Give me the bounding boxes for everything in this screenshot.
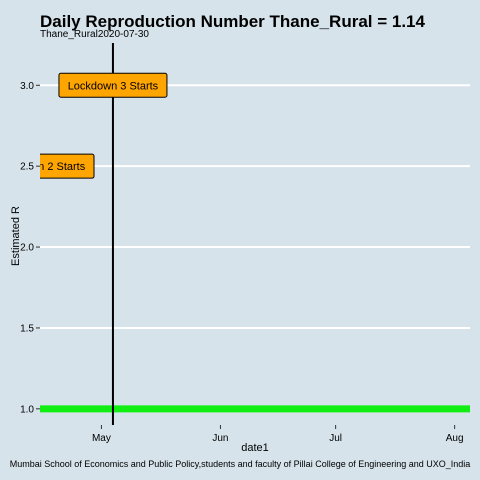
y-tick-label: 1.0	[20, 404, 34, 415]
annotations: Lockdown 3 Starts Lockdown 2 Starts	[0, 72, 168, 179]
y-tick-label: 2.0	[20, 243, 34, 254]
x-tick-label: May	[92, 433, 111, 444]
x-axis-label: date1	[241, 442, 269, 454]
chart-title: Daily Reproduction Number Thane_Rural = …	[40, 12, 426, 31]
y-axis-label: Estimated R	[10, 206, 22, 266]
y-axis-ticks: 1.0 1.5 2.0 2.5 3.0	[20, 81, 40, 415]
annotation-label: Lockdown 2 Starts	[0, 161, 86, 173]
annotation-box	[58, 72, 168, 98]
x-tick-label: Aug	[446, 433, 464, 444]
gridlines	[40, 84, 470, 410]
y-tick-label: 2.5	[20, 162, 34, 173]
x-tick-label: Jun	[212, 433, 228, 444]
y-tick-label: 1.5	[20, 323, 34, 334]
x-tick-label: Jul	[329, 433, 342, 444]
chart-caption: Mumbai School of Economics and Public Po…	[10, 459, 471, 469]
y-tick-label: 3.0	[20, 81, 34, 92]
chart-subtitle: Thane_Rural2020-07-30	[40, 29, 149, 40]
x-axis-ticks: May Jun Jul Aug	[92, 425, 464, 444]
annotation-box	[40, 153, 95, 179]
annotation-label: Lockdown 3 Starts	[68, 80, 159, 92]
